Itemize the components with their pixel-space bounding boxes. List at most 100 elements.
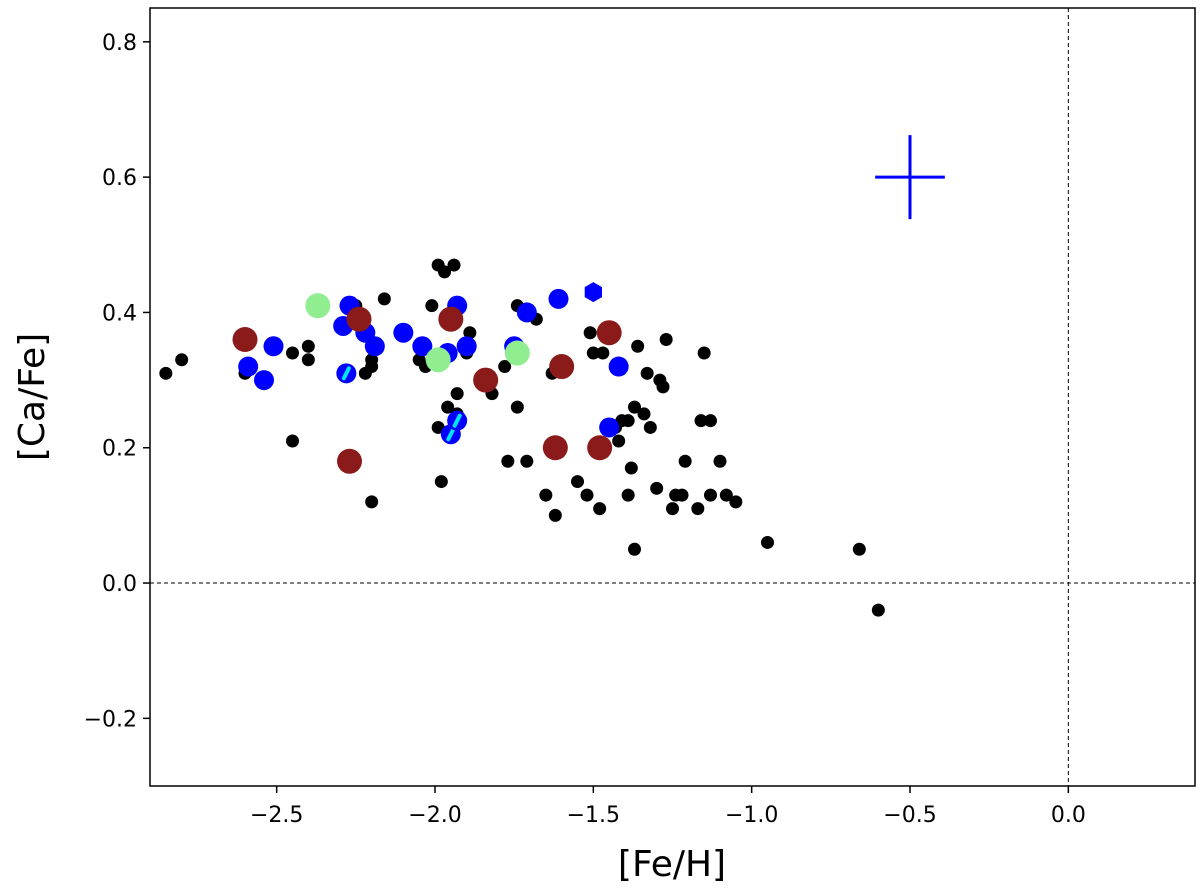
data-point-s1 bbox=[364, 336, 385, 357]
x-tick-label: −1.5 bbox=[567, 803, 620, 828]
data-point-s0 bbox=[612, 434, 626, 448]
data-point-s0 bbox=[438, 265, 451, 279]
data-point-s0 bbox=[583, 326, 597, 340]
data-point-s0 bbox=[643, 420, 657, 434]
data-point-s4 bbox=[438, 306, 464, 332]
data-point-s0 bbox=[286, 346, 299, 360]
data-point-s0 bbox=[441, 400, 455, 414]
data-point-s1 bbox=[393, 322, 414, 343]
data-point-s0 bbox=[719, 488, 733, 502]
data-point-s0 bbox=[631, 339, 645, 353]
data-point-s0 bbox=[520, 454, 534, 468]
data-point-s1 bbox=[238, 356, 259, 377]
data-point-s0 bbox=[628, 542, 641, 556]
data-point-s0 bbox=[621, 488, 635, 502]
data-point-s0 bbox=[637, 407, 651, 421]
data-point-s1 bbox=[254, 370, 274, 391]
data-point-s0 bbox=[365, 495, 379, 509]
data-point-s0 bbox=[596, 346, 610, 360]
data-point-s0 bbox=[852, 542, 866, 556]
data-point-s0 bbox=[713, 454, 727, 468]
data-point-s4 bbox=[596, 320, 622, 346]
data-point-s0 bbox=[640, 366, 654, 380]
y-tick-label: 0.2 bbox=[102, 437, 137, 462]
data-point-s3-mark bbox=[446, 427, 456, 442]
plot-frame bbox=[149, 7, 1196, 787]
data-point-s0 bbox=[548, 508, 562, 522]
data-point-s0 bbox=[425, 299, 439, 313]
x-tick-label: −2.5 bbox=[250, 803, 303, 828]
data-point-s0 bbox=[691, 502, 705, 516]
data-point-s4 bbox=[232, 326, 258, 352]
data-point-s0 bbox=[729, 495, 743, 509]
data-point-s0 bbox=[571, 475, 584, 489]
data-point-s0 bbox=[365, 360, 379, 374]
data-point-s1 bbox=[412, 336, 433, 357]
error-bar bbox=[875, 135, 945, 220]
data-point-s0 bbox=[510, 400, 524, 414]
data-point-s0 bbox=[580, 488, 594, 502]
data-point-s0 bbox=[301, 339, 315, 353]
data-point-s0 bbox=[659, 332, 673, 346]
data-points bbox=[159, 258, 885, 617]
data-point-s2 bbox=[584, 282, 602, 303]
data-point-s0 bbox=[621, 414, 635, 428]
data-point-s3-mark bbox=[341, 366, 351, 381]
data-point-s0 bbox=[704, 414, 717, 428]
data-point-s0 bbox=[678, 454, 692, 468]
data-point-s5 bbox=[504, 340, 530, 366]
x-tick-label: −2.0 bbox=[408, 803, 461, 828]
data-point-s1 bbox=[456, 336, 477, 357]
y-tick-label: 0.0 bbox=[102, 572, 137, 597]
data-point-s1 bbox=[599, 417, 620, 438]
data-point-s5 bbox=[425, 347, 451, 373]
data-point-s0 bbox=[628, 400, 641, 414]
data-point-s4 bbox=[542, 435, 568, 461]
data-point-s0 bbox=[377, 292, 391, 306]
data-point-s0 bbox=[694, 414, 708, 428]
x-tick-label: −1.0 bbox=[725, 803, 778, 828]
x-axis: −2.5 −2.0 −1.5 −1.0 −0.5 0.0 bbox=[250, 786, 1086, 828]
data-point-s3-mark bbox=[452, 413, 462, 428]
data-point-s0 bbox=[286, 434, 299, 448]
data-point-s1 bbox=[516, 302, 537, 323]
data-point-s1 bbox=[608, 356, 629, 377]
data-point-s0 bbox=[656, 380, 670, 394]
data-point-s0 bbox=[159, 366, 173, 380]
data-point-s4 bbox=[587, 435, 613, 461]
data-point-s0 bbox=[450, 387, 464, 401]
data-point-s0 bbox=[431, 420, 445, 434]
data-point-s4 bbox=[473, 367, 499, 393]
data-point-s0 bbox=[447, 258, 461, 272]
data-point-s1 bbox=[263, 336, 284, 357]
x-axis-label: [Fe/H] bbox=[618, 844, 726, 885]
data-point-s0 bbox=[704, 488, 717, 502]
data-point-s0 bbox=[434, 475, 448, 489]
data-point-s0 bbox=[586, 346, 600, 360]
data-point-s0 bbox=[624, 461, 638, 475]
y-tick-label: 0.6 bbox=[102, 166, 137, 191]
data-point-s0 bbox=[761, 535, 774, 549]
x-tick-label: −0.5 bbox=[883, 803, 936, 828]
data-point-s0 bbox=[593, 502, 607, 516]
data-point-s1 bbox=[548, 288, 569, 309]
data-point-s0 bbox=[666, 502, 679, 516]
data-point-s0 bbox=[175, 353, 189, 367]
y-axis: −0.2 0.0 0.2 0.4 0.6 0.8 bbox=[84, 31, 150, 732]
data-point-s0 bbox=[301, 353, 315, 367]
data-point-s0 bbox=[697, 346, 711, 360]
data-point-s0 bbox=[650, 481, 664, 495]
data-point-s4 bbox=[337, 448, 362, 474]
data-point-s0 bbox=[463, 326, 477, 340]
data-point-s5 bbox=[305, 293, 331, 319]
data-point-s0 bbox=[539, 488, 553, 502]
y-tick-label: −0.2 bbox=[84, 707, 137, 732]
data-point-s0 bbox=[498, 360, 512, 374]
y-tick-label: 0.4 bbox=[102, 301, 137, 326]
reference-lines bbox=[150, 8, 1195, 786]
y-tick-label: 0.8 bbox=[102, 31, 137, 56]
data-point-s0 bbox=[501, 454, 515, 468]
data-point-s0 bbox=[871, 603, 885, 617]
data-point-s4 bbox=[549, 354, 575, 380]
